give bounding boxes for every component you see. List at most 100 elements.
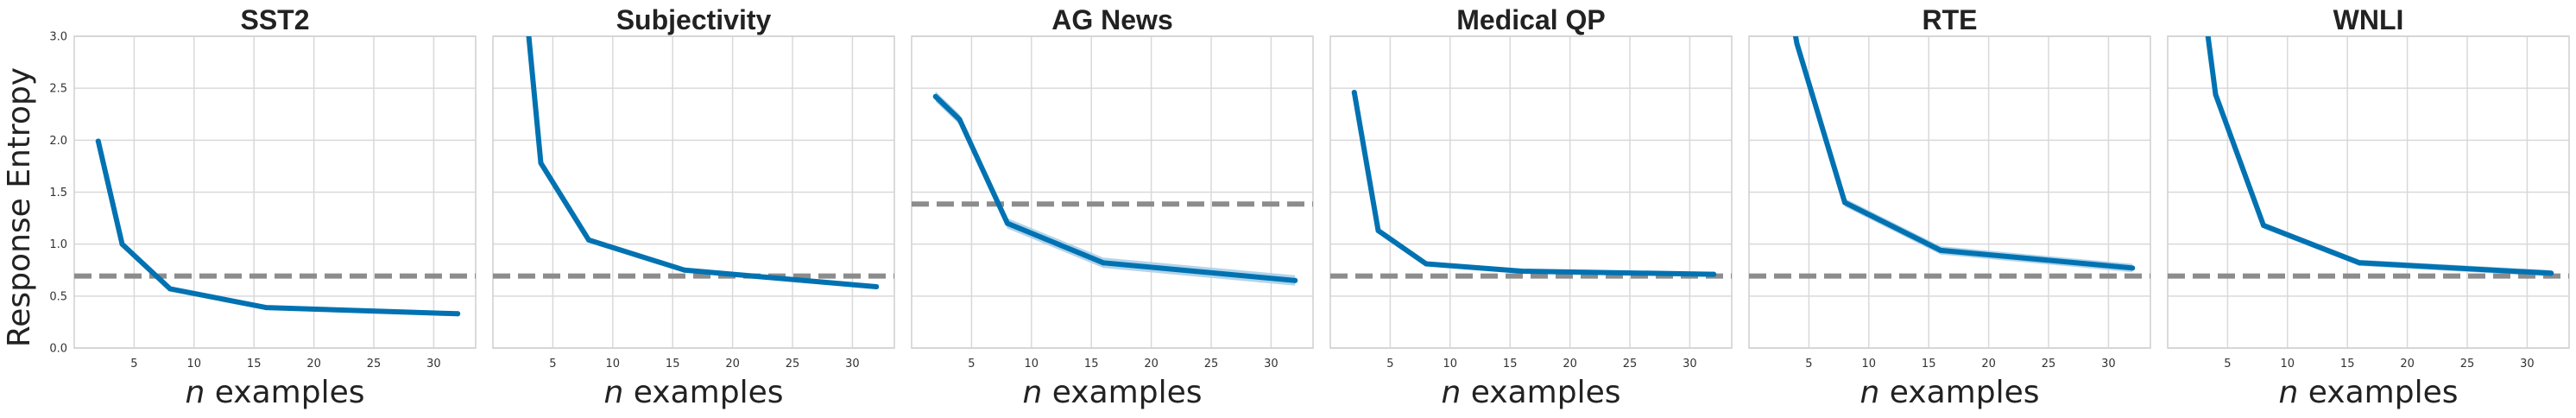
x-tick-label: 30 [2101, 358, 2116, 370]
data-point [263, 305, 269, 311]
x-tick-label: 15 [1084, 358, 1099, 370]
chart-panels: 5 10 15 20 25 30 0.0 0.5 1.0 1.5 2.0 2.5 3.0 SST2 n ex… [49, 4, 2570, 410]
x-tick-label: 5 [2224, 358, 2231, 370]
chart-panel-4: 5 10 15 20 25 30 Medical QP n examples [1329, 4, 1733, 410]
chart-panel-2: 5 10 15 20 25 30 Subjectivity n examples [492, 4, 895, 410]
panel-title: Medical QP [1456, 4, 1606, 35]
plot-frame [1329, 35, 1733, 349]
data-point [874, 284, 880, 290]
x-axis-label-var: n [1860, 375, 1880, 410]
data-point [932, 93, 938, 99]
x-tick-label: 25 [367, 358, 382, 370]
data-point [586, 237, 592, 243]
x-axis-label-var: n [1023, 375, 1043, 410]
chart-panel-6: 5 10 15 20 25 30 WNLI n examples [2167, 4, 2570, 410]
plot-frame [73, 35, 477, 349]
x-tick-label: 5 [130, 358, 137, 370]
x-tick-label: 5 [549, 358, 556, 370]
x-tick-label: 30 [426, 358, 441, 370]
x-tick-label: 30 [1264, 358, 1279, 370]
x-tick-label: 15 [2340, 358, 2355, 370]
data-point [1519, 268, 1525, 274]
x-axis-label: n examples [604, 375, 784, 410]
plot-area [493, 36, 894, 290]
x-tick-label: 15 [1503, 358, 1518, 370]
x-axis-label-var: n [186, 375, 205, 410]
x-axis-label: n examples [2279, 375, 2459, 410]
data-point [119, 241, 125, 247]
x-tick-label: 30 [2520, 358, 2535, 370]
x-tick-label: 10 [1862, 358, 1877, 370]
x-tick-label: 15 [666, 358, 680, 370]
y-tick-label: 2.0 [49, 135, 67, 148]
data-point [1101, 260, 1107, 266]
plot-area [1330, 89, 1732, 279]
x-tick-label: 30 [1683, 358, 1697, 370]
panel-title: Subjectivity [616, 4, 772, 35]
plot-area [74, 138, 476, 317]
chart-panel-1: 5 10 15 20 25 30 0.0 0.5 1.0 1.5 2.0 2.5 3.0 SST2 n ex… [49, 4, 477, 410]
x-tick-label: 20 [1563, 358, 1577, 370]
x-tick-label: 10 [606, 358, 621, 370]
x-tick-label: 20 [2400, 358, 2415, 370]
x-axis-label-var: n [1442, 375, 1462, 410]
x-tick-label: 20 [725, 358, 740, 370]
x-axis-label-text: examples [1879, 375, 2039, 410]
chart-panel-5: 5 10 15 20 25 30 RTE n examples [1748, 4, 2151, 410]
plot-frame [1748, 35, 2151, 349]
y-tick-label: 0.5 [49, 290, 67, 303]
x-tick-label: 15 [247, 358, 262, 370]
x-axis-label: n examples [186, 375, 365, 410]
data-point [538, 160, 544, 166]
plot-frame [911, 35, 1314, 349]
x-axis-label-text: examples [2298, 375, 2458, 410]
x-axis-label-text: examples [623, 375, 783, 410]
data-point [1424, 261, 1430, 267]
data-point [2213, 92, 2219, 98]
x-axis-label: n examples [1023, 375, 1203, 410]
x-tick-label: 5 [1805, 358, 1812, 370]
y-tick-label: 3.0 [49, 31, 67, 44]
data-point [2548, 270, 2554, 276]
x-tick-label: 10 [187, 358, 202, 370]
x-tick-label: 20 [1144, 358, 1159, 370]
x-tick-label: 10 [2281, 358, 2295, 370]
x-axis-label: n examples [1442, 375, 1621, 410]
y-tick-label: 1.5 [49, 187, 67, 200]
y-tick-label: 0.0 [49, 343, 67, 356]
data-point [2261, 223, 2267, 229]
x-axis-label-var: n [604, 375, 624, 410]
x-tick-label: 20 [306, 358, 321, 370]
x-tick-label: 5 [1386, 358, 1393, 370]
x-tick-label: 30 [845, 358, 860, 370]
panel-title: WNLI [2333, 4, 2404, 35]
plot-area [1749, 36, 2150, 279]
y-tick-label: 2.5 [49, 83, 67, 96]
panel-title: SST2 [240, 4, 309, 35]
data-point [1794, 41, 1800, 47]
plot-frame [2167, 35, 2570, 349]
x-tick-label: 25 [2460, 358, 2475, 370]
data-point [2130, 265, 2136, 271]
data-point [1711, 271, 1717, 277]
x-tick-label: 10 [1025, 358, 1039, 370]
plot-area [912, 91, 1313, 286]
data-point [455, 311, 461, 317]
x-tick-label: 10 [1443, 358, 1458, 370]
x-axis-label-text: examples [1042, 375, 1202, 410]
data-point [1842, 200, 1848, 206]
x-tick-label: 25 [2042, 358, 2056, 370]
x-tick-label: 15 [1922, 358, 1936, 370]
data-point [1375, 228, 1381, 234]
chart-panel-3: 5 10 15 20 25 30 AG News n examples [911, 4, 1314, 410]
x-tick-label: 25 [1623, 358, 1638, 370]
y-axis-label: Response Entropy [2, 67, 37, 347]
x-axis-label-text: examples [205, 375, 364, 410]
data-point [957, 117, 963, 123]
plot-frame [492, 35, 895, 349]
data-point [1005, 220, 1011, 226]
x-tick-label: 20 [1981, 358, 1996, 370]
data-point [1292, 277, 1298, 283]
x-axis-label: n examples [1860, 375, 2040, 410]
